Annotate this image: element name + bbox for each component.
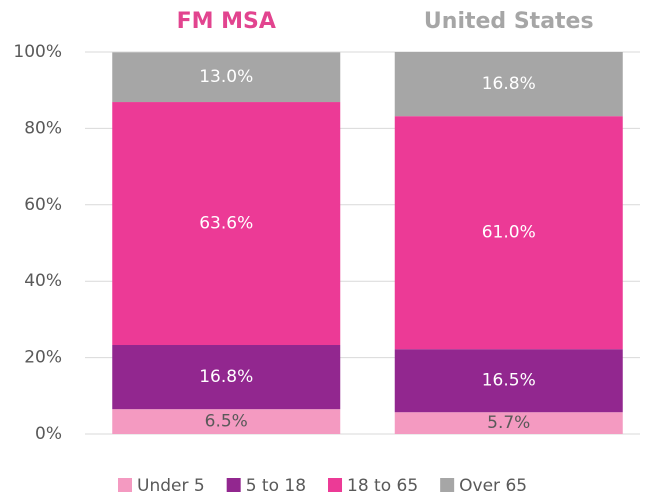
data-label: 16.8% bbox=[199, 367, 253, 387]
y-tick-label: 20% bbox=[24, 348, 62, 368]
legend-swatch bbox=[118, 478, 132, 492]
bar-segment bbox=[394, 349, 623, 413]
y-tick-label: 100% bbox=[13, 42, 62, 62]
legend-label: Over 65 bbox=[459, 476, 527, 496]
legend-swatch bbox=[440, 478, 455, 492]
data-label: 61.0% bbox=[482, 223, 536, 243]
bar-segment bbox=[394, 116, 623, 350]
bar-segment bbox=[112, 102, 341, 345]
y-tick-label: 40% bbox=[24, 271, 62, 291]
legend-label: Under 5 bbox=[137, 476, 205, 496]
legend-swatch bbox=[328, 478, 343, 492]
bar-segment bbox=[112, 344, 341, 410]
legend-label: 18 to 65 bbox=[347, 476, 418, 496]
data-label: 6.5% bbox=[205, 412, 248, 432]
legend-swatch bbox=[226, 478, 241, 492]
y-tick-label: 80% bbox=[24, 118, 62, 138]
bar-segment bbox=[112, 52, 341, 103]
y-tick-label: 60% bbox=[24, 195, 62, 215]
legend-label: 5 to 18 bbox=[246, 476, 306, 496]
data-label: 5.7% bbox=[487, 413, 530, 433]
data-label: 63.6% bbox=[199, 214, 253, 234]
category-label: United States bbox=[424, 9, 594, 34]
data-label: 13.0% bbox=[199, 67, 253, 87]
bar-segment bbox=[394, 412, 623, 434]
y-tick-label: 0% bbox=[35, 424, 62, 444]
bar-segment bbox=[112, 409, 341, 434]
data-label: 16.8% bbox=[482, 74, 536, 94]
data-label: 16.5% bbox=[482, 371, 536, 391]
bar-segment bbox=[394, 52, 623, 117]
category-label: FM MSA bbox=[177, 9, 276, 34]
